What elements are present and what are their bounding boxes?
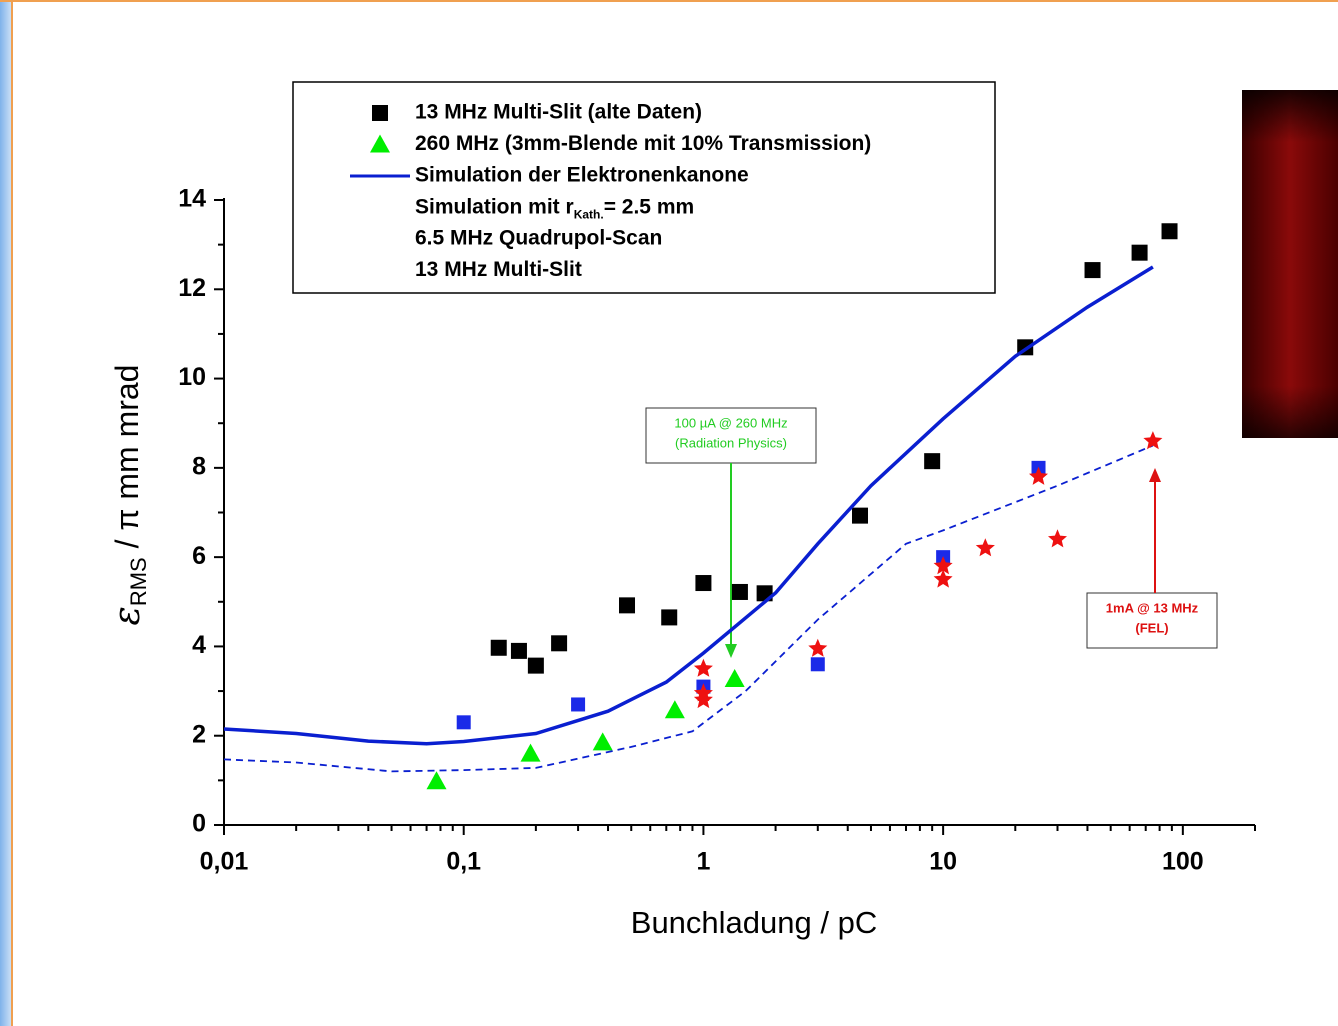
square-marker	[528, 658, 544, 674]
legend-label-sub: Kath.	[574, 208, 604, 222]
x-axis-label: Bunchladung / pC	[631, 905, 877, 940]
y-tick-label: 0	[192, 810, 206, 838]
square-marker	[457, 715, 471, 729]
square-marker	[811, 657, 825, 671]
y-label-sub: RMS	[126, 557, 151, 606]
legend-label: 6.5 MHz Quadrupol-Scan	[415, 227, 662, 250]
y-tick-label: 10	[178, 363, 206, 391]
square-marker	[1162, 223, 1178, 239]
square-marker	[491, 640, 507, 656]
x-tick-label: 0,1	[446, 848, 481, 876]
x-tick-label: 0,01	[200, 848, 249, 876]
legend-label: Simulation der Elektronenkanone	[415, 164, 749, 187]
legend-label-part: Simulation mit r	[415, 195, 574, 218]
page: 0 2 4 6 8 10 12 14 0,01 0,1 1 10 100 Bunchladung / pC…	[0, 0, 1338, 1026]
square-marker	[372, 105, 388, 121]
y-label-rest: / π mm mrad	[109, 365, 145, 558]
legend-label-part: = 2.5 mm	[604, 195, 694, 218]
legend-label: 13 MHz Multi-Slit	[415, 258, 582, 281]
x-tick-label: 10	[929, 848, 957, 876]
y-tick-label: 6	[192, 542, 206, 570]
square-marker	[924, 453, 940, 469]
y-tick-label: 8	[192, 452, 206, 480]
annotation-text: 100 µA @ 260 MHz	[674, 415, 787, 430]
square-marker	[619, 597, 635, 613]
legend-label: Simulation mit rKath.= 2.5 mm	[415, 195, 694, 222]
y-tick-label: 2	[192, 720, 206, 748]
square-marker	[1085, 262, 1101, 278]
square-marker	[551, 635, 567, 651]
legend-label: 13 MHz Multi-Slit (alte Daten)	[415, 101, 702, 124]
annotation-text: (Radiation Physics)	[675, 435, 787, 450]
chart: 0 2 4 6 8 10 12 14 0,01 0,1 1 10 100 Bunchladung / pC…	[0, 0, 1338, 1026]
beam-image-shade	[1242, 90, 1338, 438]
legend-label: 260 MHz (3mm-Blende mit 10% Transmission…	[415, 132, 871, 155]
x-tick-label: 100	[1162, 848, 1204, 876]
annotation-text: 1mA @ 13 MHz	[1106, 600, 1199, 615]
x-tick-label: 1	[696, 848, 710, 876]
square-marker	[732, 584, 748, 600]
y-tick-label: 12	[178, 274, 206, 302]
side-band	[0, 0, 12, 1026]
annotation-text: (FEL)	[1135, 620, 1168, 635]
y-tick-label: 14	[178, 185, 206, 213]
square-marker	[1132, 245, 1148, 261]
y-tick-label: 4	[192, 631, 206, 659]
square-marker	[695, 575, 711, 591]
square-marker	[511, 643, 527, 659]
square-marker	[661, 609, 677, 625]
square-marker	[852, 508, 868, 524]
square-marker	[571, 697, 585, 711]
y-label-symbol: ε	[107, 606, 148, 625]
